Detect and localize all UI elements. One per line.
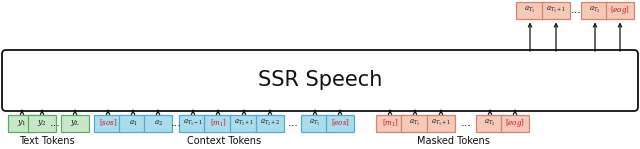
Text: $a_{T_1}$: $a_{T_1}$ [410,118,420,128]
FancyBboxPatch shape [427,114,455,132]
Text: $y_L$: $y_L$ [70,118,80,128]
FancyBboxPatch shape [501,114,529,132]
Text: $a_{T_5}$: $a_{T_5}$ [309,118,321,128]
FancyBboxPatch shape [204,114,232,132]
FancyBboxPatch shape [144,114,172,132]
FancyBboxPatch shape [61,114,89,132]
Text: $a_{T_2+1}$: $a_{T_2+1}$ [234,118,254,128]
FancyBboxPatch shape [256,114,284,132]
Text: $a_{T_2}$: $a_{T_2}$ [484,118,495,128]
Text: $a_{T_1+1}$: $a_{T_1+1}$ [431,118,451,128]
Text: ...: ... [171,118,181,128]
Text: ...: ... [50,118,61,128]
FancyBboxPatch shape [401,114,429,132]
Text: $a_{T_2}$: $a_{T_2}$ [589,5,600,15]
Text: ...: ... [461,118,472,128]
FancyBboxPatch shape [119,114,147,132]
FancyBboxPatch shape [8,114,36,132]
Text: $[eog]$: $[eog]$ [610,4,630,16]
FancyBboxPatch shape [2,50,638,111]
FancyBboxPatch shape [326,114,354,132]
Text: $[sos]$: $[sos]$ [99,118,117,128]
Text: $a_{T_1}$: $a_{T_1}$ [524,5,536,15]
Text: $a_{T_2+2}$: $a_{T_2+2}$ [260,118,280,128]
Text: Text Tokens: Text Tokens [19,136,75,146]
FancyBboxPatch shape [606,1,634,18]
Text: Context Tokens: Context Tokens [187,136,261,146]
FancyBboxPatch shape [376,114,404,132]
FancyBboxPatch shape [581,1,609,18]
FancyBboxPatch shape [301,114,329,132]
FancyBboxPatch shape [230,114,258,132]
FancyBboxPatch shape [94,114,122,132]
FancyBboxPatch shape [542,1,570,18]
Text: $[eog]$: $[eog]$ [505,117,525,129]
Text: $y_2$: $y_2$ [37,118,47,128]
Text: ...: ... [287,118,298,128]
Text: $a_{T_1+1}$: $a_{T_1+1}$ [546,5,566,15]
FancyBboxPatch shape [476,114,504,132]
Text: $[m_1]$: $[m_1]$ [381,117,399,129]
Text: Masked Tokens: Masked Tokens [417,136,490,146]
Text: $a_{T_1-1}$: $a_{T_1-1}$ [183,118,203,128]
Text: $y_1$: $y_1$ [17,118,27,128]
FancyBboxPatch shape [28,114,56,132]
Text: $[m_1]$: $[m_1]$ [209,117,227,129]
Text: $[eos]$: $[eos]$ [331,118,349,128]
Text: $a_1$: $a_1$ [129,118,137,128]
FancyBboxPatch shape [516,1,544,18]
Text: $a_2$: $a_2$ [154,118,163,128]
Text: ...: ... [571,5,581,15]
FancyBboxPatch shape [179,114,207,132]
Text: SSR Speech: SSR Speech [258,70,382,90]
